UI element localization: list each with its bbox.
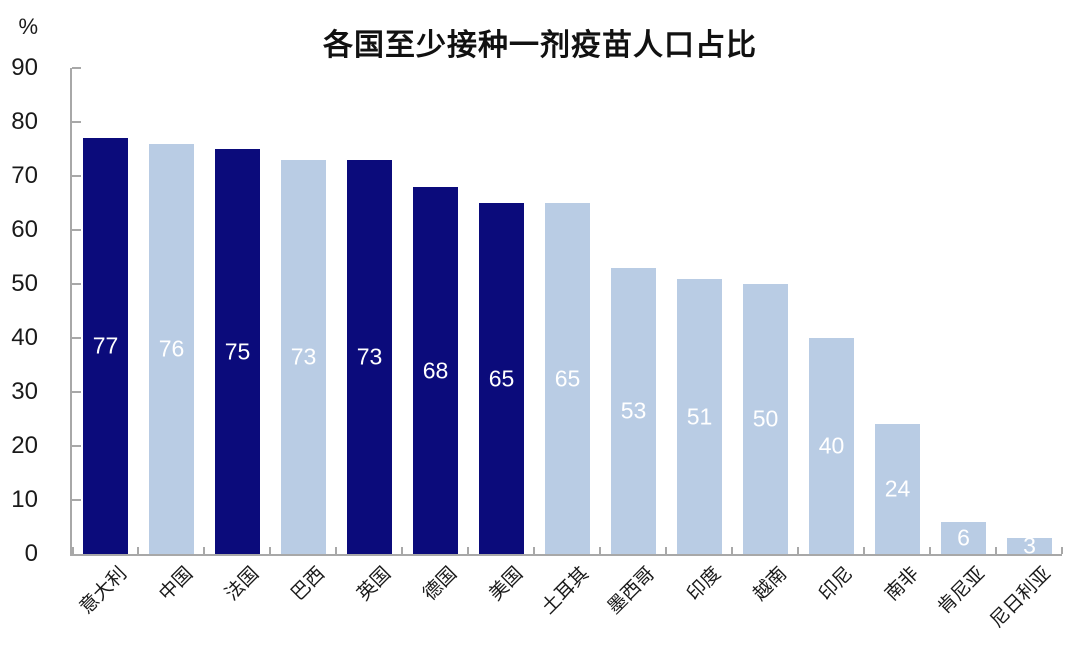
bar-value-label: 65 [554,365,581,391]
y-tick-label: 70 [11,162,38,189]
x-axis-tick [269,547,271,554]
y-axis-tick [72,499,81,501]
x-axis-category-label: 土耳其 [537,563,594,619]
plot-area: 77 76 75 73 73 68 65 65 53 51 50 40 24 6 3 [70,67,1063,557]
x-axis-category-label: 巴西 [287,563,330,606]
bar-value-label: 65 [488,365,515,391]
bar-value-label: 40 [818,432,845,459]
bar: 73 [281,160,326,554]
x-axis-category-label: 美国 [485,563,528,606]
bar-value-label: 24 [884,475,911,502]
y-tick-label: 80 [11,108,38,135]
y-tick-label: 60 [11,216,38,243]
x-axis-category-label: 尼日利亚 [986,563,1056,632]
y-axis-tick [72,283,81,285]
x-axis-category-label: 肯尼亚 [933,563,990,619]
bar-value-label: 3 [1023,532,1036,559]
bar: 6 [941,522,986,554]
y-axis-tick [72,337,81,339]
y-axis-tick [72,67,81,69]
bar: 40 [809,338,854,554]
x-axis-tick [533,547,535,554]
x-axis-category-label: 南非 [881,563,924,606]
bar: 3 [1007,534,1052,557]
y-axis-tick [72,121,81,123]
x-axis-tick [797,547,799,554]
y-tick-label: 90 [11,54,38,81]
chart-title: 各国至少接种一剂疫苗人口占比 [323,29,757,62]
x-axis-tick [731,547,733,554]
bar: 65 [479,203,524,554]
bar: 76 [149,144,194,554]
x-axis-category-label: 越南 [749,563,792,606]
bar-value-label: 68 [422,357,449,383]
bar: 73 [347,160,392,554]
y-axis-tick [72,229,81,231]
bar-value-label: 73 [356,343,383,370]
bar: 24 [875,424,920,554]
bar: 65 [545,203,590,554]
x-axis-tick [137,547,139,554]
x-axis-category-label: 意大利 [75,563,132,619]
y-tick-label: 40 [11,324,38,351]
y-axis-tick [72,391,81,393]
x-axis-tick [929,547,931,554]
bar-value-label: 6 [957,524,970,551]
bar-value-label: 77 [92,332,119,359]
x-axis-tick [72,547,74,554]
x-axis-tick [599,547,601,554]
x-axis-tick [401,547,403,554]
x-axis-tick [863,547,865,554]
bar-value-label: 76 [158,335,185,362]
y-axis-tick [72,445,81,447]
x-axis-category-label: 中国 [155,563,198,606]
x-axis-category-label: 印度 [683,563,726,606]
x-axis-tick [995,547,997,554]
x-axis-category-label: 墨西哥 [603,563,660,619]
x-axis-tick [467,547,469,554]
bar: 51 [677,279,722,554]
x-axis-tick [203,547,205,554]
x-axis-tick [335,547,337,554]
bar: 77 [83,138,128,554]
bar-value-label: 51 [686,403,713,429]
x-axis-category-label: 英国 [353,563,396,606]
y-axis-tick [72,175,81,177]
bar-value-label: 73 [290,343,317,370]
bar: 75 [215,149,260,554]
y-axis-unit-label: % [18,14,38,39]
bar: 53 [611,268,656,554]
x-axis-category-label: 法国 [221,563,264,606]
y-tick-label: 50 [11,270,38,297]
x-axis-category-label: 德国 [419,563,462,606]
y-tick-label: 10 [11,486,38,513]
bar: 68 [413,187,458,554]
bar-value-label: 50 [752,405,779,432]
bar: 50 [743,284,788,554]
y-tick-label: 0 [24,540,38,567]
x-axis-category-label: 印尼 [815,563,858,606]
y-tick-label: 20 [11,432,38,459]
x-axis-tick [1061,547,1063,554]
x-axis-tick [665,547,667,554]
y-tick-label: 30 [11,378,38,405]
bar-value-label: 75 [224,338,251,364]
bar-value-label: 53 [620,397,647,424]
